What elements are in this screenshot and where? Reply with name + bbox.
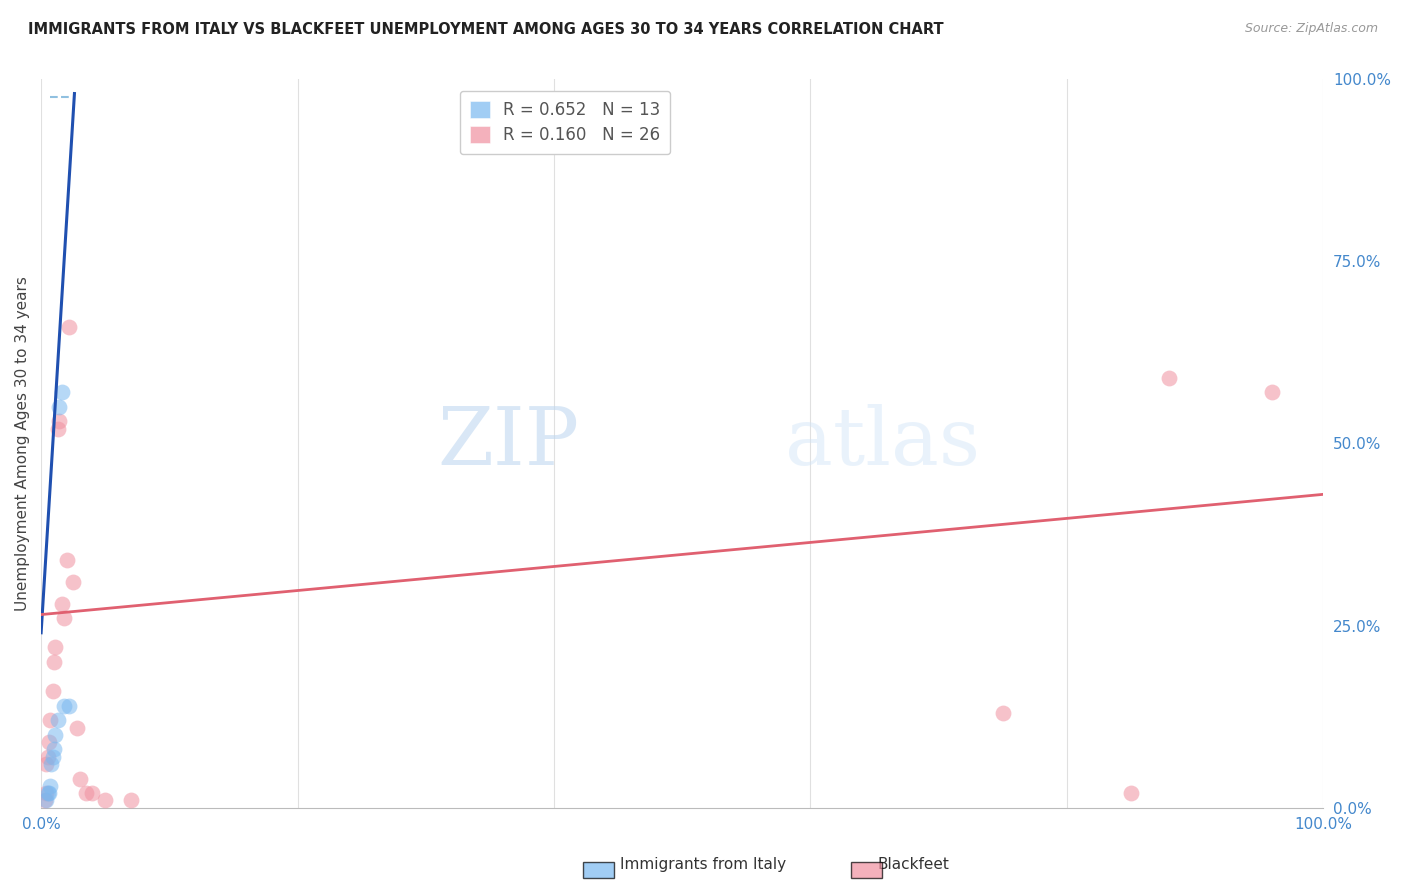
Point <box>42 742 65 756</box>
Point <box>44 728 66 742</box>
Text: ZIP: ZIP <box>437 404 579 483</box>
Point <box>37 786 59 800</box>
Point <box>1119 786 1142 800</box>
Point <box>48 414 70 428</box>
Y-axis label: Unemployment Among Ages 30 to 34 years: Unemployment Among Ages 30 to 34 years <box>15 276 30 611</box>
Point <box>35 793 58 807</box>
Point <box>94 793 117 807</box>
Point <box>66 721 89 735</box>
Point <box>53 611 76 625</box>
Point <box>46 422 69 436</box>
Point <box>69 772 91 786</box>
Point <box>1261 385 1284 400</box>
Point <box>58 698 80 713</box>
Point <box>53 698 76 713</box>
Point <box>82 786 104 800</box>
Text: atlas: atlas <box>785 404 980 483</box>
Point <box>48 400 70 414</box>
Point <box>41 749 63 764</box>
Point <box>41 756 63 771</box>
Point <box>51 597 73 611</box>
Point <box>75 786 97 800</box>
Point <box>55 553 77 567</box>
Point <box>37 749 59 764</box>
Point <box>1159 370 1181 384</box>
Point <box>41 684 63 698</box>
Point <box>991 706 1014 720</box>
Text: Blackfeet: Blackfeet <box>877 857 950 872</box>
Point <box>39 713 62 727</box>
Point <box>42 655 65 669</box>
Point <box>44 640 66 655</box>
Point <box>39 779 62 793</box>
Point <box>34 793 56 807</box>
Point <box>38 735 60 749</box>
Legend: R = 0.652   N = 13, R = 0.160   N = 26: R = 0.652 N = 13, R = 0.160 N = 26 <box>460 91 671 154</box>
Point <box>46 713 69 727</box>
Point <box>35 756 58 771</box>
Text: IMMIGRANTS FROM ITALY VS BLACKFEET UNEMPLOYMENT AMONG AGES 30 TO 34 YEARS CORREL: IMMIGRANTS FROM ITALY VS BLACKFEET UNEMP… <box>28 22 943 37</box>
Text: Immigrants from Italy: Immigrants from Italy <box>620 857 786 872</box>
Point <box>120 793 142 807</box>
Point <box>35 786 58 800</box>
Point <box>58 319 80 334</box>
Point <box>38 786 60 800</box>
Text: Source: ZipAtlas.com: Source: ZipAtlas.com <box>1244 22 1378 36</box>
Point <box>62 574 84 589</box>
Point <box>51 385 73 400</box>
